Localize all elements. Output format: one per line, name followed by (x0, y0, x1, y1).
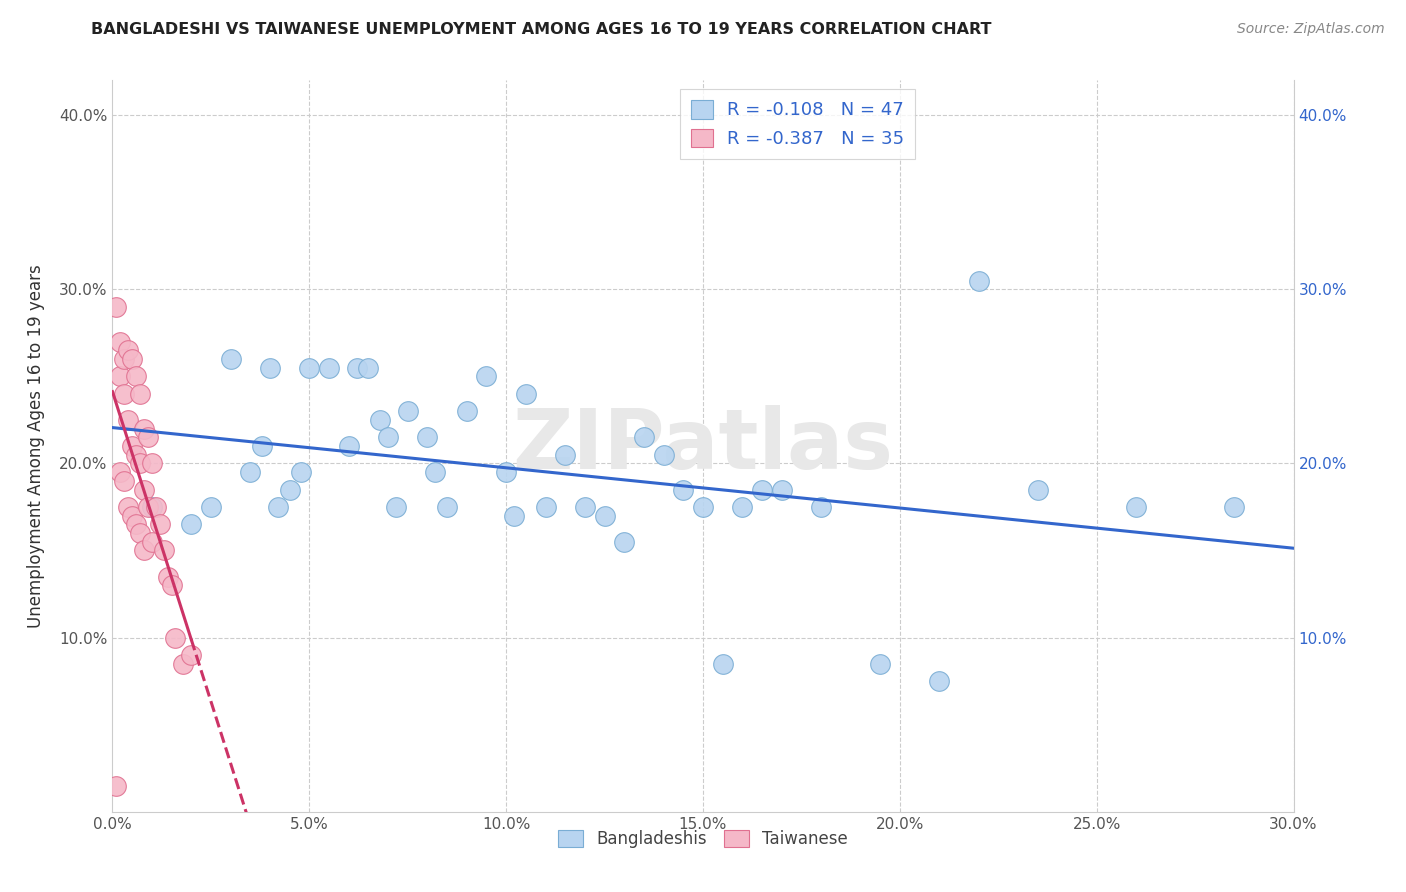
Point (869, 657, 891, 671)
Point (110, 369, 132, 384)
Point (475, 369, 498, 384)
Point (219, 351, 242, 366)
Point (495, 465, 517, 479)
Point (117, 500, 139, 514)
Point (117, 413, 139, 427)
Point (337, 439, 360, 453)
Point (368, 413, 391, 427)
Point (125, 448, 148, 462)
Point (112, 474, 135, 488)
Point (267, 500, 290, 514)
Point (165, 631, 187, 645)
Point (751, 483, 773, 497)
Point (711, 657, 734, 671)
Point (385, 500, 408, 514)
Point (554, 448, 576, 462)
Point (110, 334, 132, 349)
Point (129, 386, 152, 401)
Point (172, 657, 194, 671)
Point (1125, 500, 1147, 514)
Point (613, 534, 636, 549)
Point (346, 360, 368, 375)
Point (534, 500, 557, 514)
Point (141, 534, 163, 549)
Point (967, 274, 990, 288)
Point (928, 674, 950, 689)
Point (141, 500, 163, 514)
Point (132, 483, 155, 497)
Point (425, 465, 447, 479)
Point (132, 543, 155, 558)
Point (290, 465, 312, 479)
Text: Source: ZipAtlas.com: Source: ZipAtlas.com (1237, 22, 1385, 37)
Point (110, 465, 132, 479)
Point (149, 517, 172, 532)
Point (731, 500, 754, 514)
Point (121, 351, 143, 366)
Point (652, 448, 675, 462)
Point (1223, 500, 1246, 514)
Point (810, 500, 832, 514)
Point (377, 430, 399, 444)
Point (239, 465, 262, 479)
Text: ZIPatlas: ZIPatlas (513, 406, 893, 486)
Point (436, 500, 458, 514)
Point (633, 430, 655, 444)
Point (574, 500, 596, 514)
Point (278, 483, 301, 497)
Point (145, 500, 167, 514)
Point (1026, 483, 1049, 497)
Legend: Bangladeshis, Taiwanese: Bangladeshis, Taiwanese (551, 823, 855, 855)
Point (121, 508, 143, 523)
Y-axis label: Unemployment Among Ages 16 to 19 years: Unemployment Among Ages 16 to 19 years (27, 264, 45, 628)
Point (672, 483, 695, 497)
Point (152, 543, 174, 558)
Point (129, 526, 152, 541)
Point (117, 343, 139, 358)
Point (129, 457, 152, 471)
Point (136, 430, 159, 444)
Point (318, 360, 340, 375)
Point (357, 360, 380, 375)
Point (200, 500, 222, 514)
Point (121, 439, 143, 453)
Point (593, 508, 616, 523)
Point (180, 648, 202, 662)
Point (770, 483, 793, 497)
Point (396, 404, 419, 418)
Point (180, 517, 202, 532)
Point (112, 386, 135, 401)
Point (160, 578, 183, 592)
Point (298, 360, 321, 375)
Point (156, 569, 179, 583)
Point (132, 421, 155, 435)
Point (503, 508, 526, 523)
Point (105, 300, 128, 314)
Point (515, 386, 537, 401)
Point (136, 500, 159, 514)
Point (141, 457, 163, 471)
Point (125, 517, 148, 532)
Point (112, 351, 135, 366)
Text: BANGLADESHI VS TAIWANESE UNEMPLOYMENT AMONG AGES 16 TO 19 YEARS CORRELATION CHAR: BANGLADESHI VS TAIWANESE UNEMPLOYMENT AM… (91, 22, 991, 37)
Point (692, 500, 714, 514)
Point (259, 360, 281, 375)
Point (250, 439, 273, 453)
Point (125, 369, 148, 384)
Point (105, 779, 128, 793)
Point (456, 404, 478, 418)
Point (416, 430, 439, 444)
